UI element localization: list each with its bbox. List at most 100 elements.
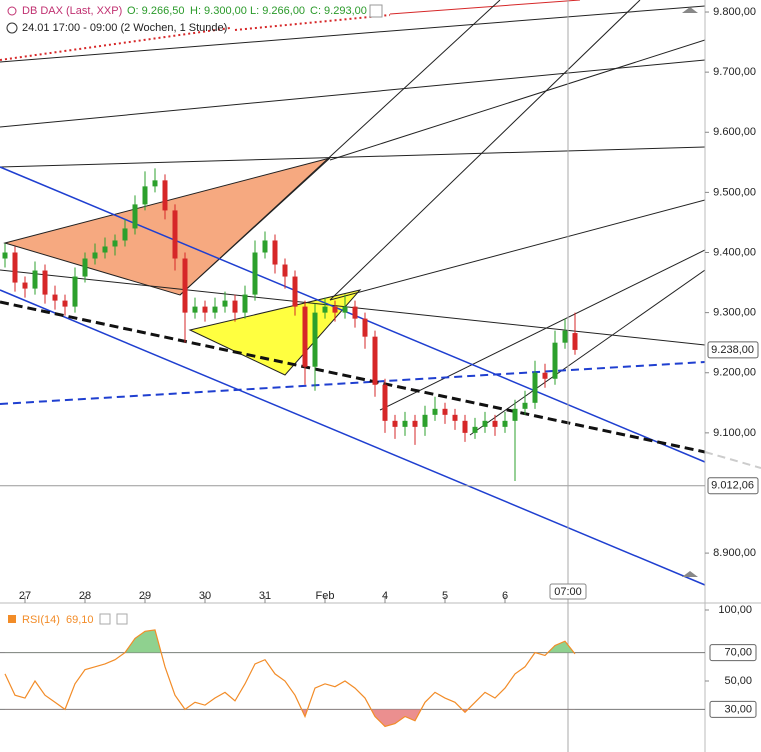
scroll-down[interactable] — [682, 571, 698, 577]
trendline — [329, 39, 705, 161]
dashed-line — [0, 300, 705, 454]
rsi-title: RSI(14) — [22, 614, 60, 626]
dashed-line — [0, 361, 705, 405]
candle-body — [112, 240, 118, 247]
candle-body — [352, 306, 358, 319]
instrument: DB DAX (Last, XXP) — [22, 5, 122, 17]
candle-body — [482, 420, 488, 427]
candle-body — [192, 306, 198, 313]
x-tick-label: Feb — [316, 590, 335, 602]
candle-body — [132, 204, 138, 229]
trendline — [389, 0, 581, 15]
candle-body — [222, 300, 228, 307]
trendline — [469, 269, 705, 436]
candle-body — [552, 342, 558, 379]
x-tick-label: 4 — [382, 590, 388, 602]
y-tick-label: 9.600,00 — [713, 126, 756, 138]
candle-body — [522, 402, 528, 409]
candle-body — [52, 294, 58, 301]
dashed-line — [704, 451, 761, 469]
ohlc-open: O: 9.266,50 — [127, 5, 185, 17]
clock-icon — [6, 22, 18, 34]
candle-body — [62, 300, 68, 307]
candle-body — [492, 420, 498, 427]
candle-body — [402, 420, 408, 427]
candle-body — [292, 276, 298, 307]
trendline — [0, 59, 705, 128]
y-tick-label: 9.200,00 — [713, 367, 756, 379]
x-tick-label: 30 — [199, 590, 211, 602]
x-tick-label: 27 — [19, 590, 31, 602]
settings-button[interactable] — [369, 4, 383, 18]
scroll-up[interactable] — [682, 7, 698, 13]
channel-line — [0, 289, 705, 586]
y-tick-label: 8.900,00 — [713, 547, 756, 559]
candle-body — [502, 420, 508, 427]
candle-body — [572, 333, 578, 350]
rsi-current: 69,10 — [66, 614, 94, 626]
price-box — [707, 477, 759, 495]
candles — [2, 168, 578, 481]
candle-body — [2, 252, 8, 259]
candle-body — [562, 330, 568, 343]
cursor-label: 07:00 — [554, 586, 582, 598]
settings-button[interactable] — [99, 613, 111, 625]
candle-body — [182, 258, 188, 313]
close-button[interactable] — [116, 613, 128, 625]
candle-body — [312, 312, 318, 367]
candle-body — [102, 246, 108, 253]
y-tick-label: 30,00 — [724, 703, 752, 715]
y-tick-label: 9.400,00 — [713, 246, 756, 258]
candle-body — [22, 282, 28, 289]
icon[interactable] — [7, 6, 17, 16]
level-box — [709, 644, 757, 662]
candle-body — [262, 240, 268, 253]
level-box — [709, 700, 757, 718]
x-tick-label: 28 — [79, 590, 91, 602]
trendline — [379, 249, 705, 411]
y-tick-label: 70,00 — [724, 647, 752, 659]
candle-body — [332, 306, 338, 313]
x-tick-label: 5 — [442, 590, 448, 602]
trendline — [179, 0, 501, 296]
candle-body — [282, 264, 288, 277]
candle-body — [532, 372, 538, 403]
candle-body — [462, 420, 468, 433]
ohlc-high: H: 9.300,00 — [190, 5, 247, 17]
overbought-fill — [5, 629, 575, 653]
candle-body — [372, 336, 378, 385]
candle-body — [142, 186, 148, 205]
candle-body — [382, 384, 388, 421]
candle-body — [442, 408, 448, 415]
time-range: 24.01 17:00 - 09:00 (2 Wochen, 1 Stunde) — [22, 22, 227, 34]
price-label: 9.012,06 — [711, 480, 754, 492]
trendline — [329, 0, 641, 301]
candle-body — [392, 420, 398, 427]
candle-body — [212, 306, 218, 313]
trendline — [0, 27, 231, 61]
trendline — [0, 5, 705, 63]
y-tick-label: 50,00 — [724, 675, 752, 687]
candle-body — [542, 372, 548, 379]
candle-body — [162, 180, 168, 211]
candle-body — [252, 252, 258, 295]
trendline — [329, 199, 705, 301]
y-tick-label: 9.100,00 — [713, 427, 756, 439]
x-tick-label: 6 — [502, 590, 508, 602]
candle-body — [322, 306, 328, 313]
y-tick-label: 9.500,00 — [713, 186, 756, 198]
price-label: 9.238,00 — [711, 344, 754, 356]
candle-body — [422, 414, 428, 427]
candle-body — [152, 180, 158, 187]
candle-body — [12, 252, 18, 283]
candle-body — [272, 240, 278, 265]
rsi-line — [4, 629, 576, 728]
candle-body — [512, 408, 518, 421]
y-tick-label: 9.800,00 — [713, 6, 756, 18]
candle-body — [472, 426, 478, 433]
candle-body — [122, 228, 128, 241]
candle-body — [92, 252, 98, 259]
candle-body — [302, 306, 308, 367]
